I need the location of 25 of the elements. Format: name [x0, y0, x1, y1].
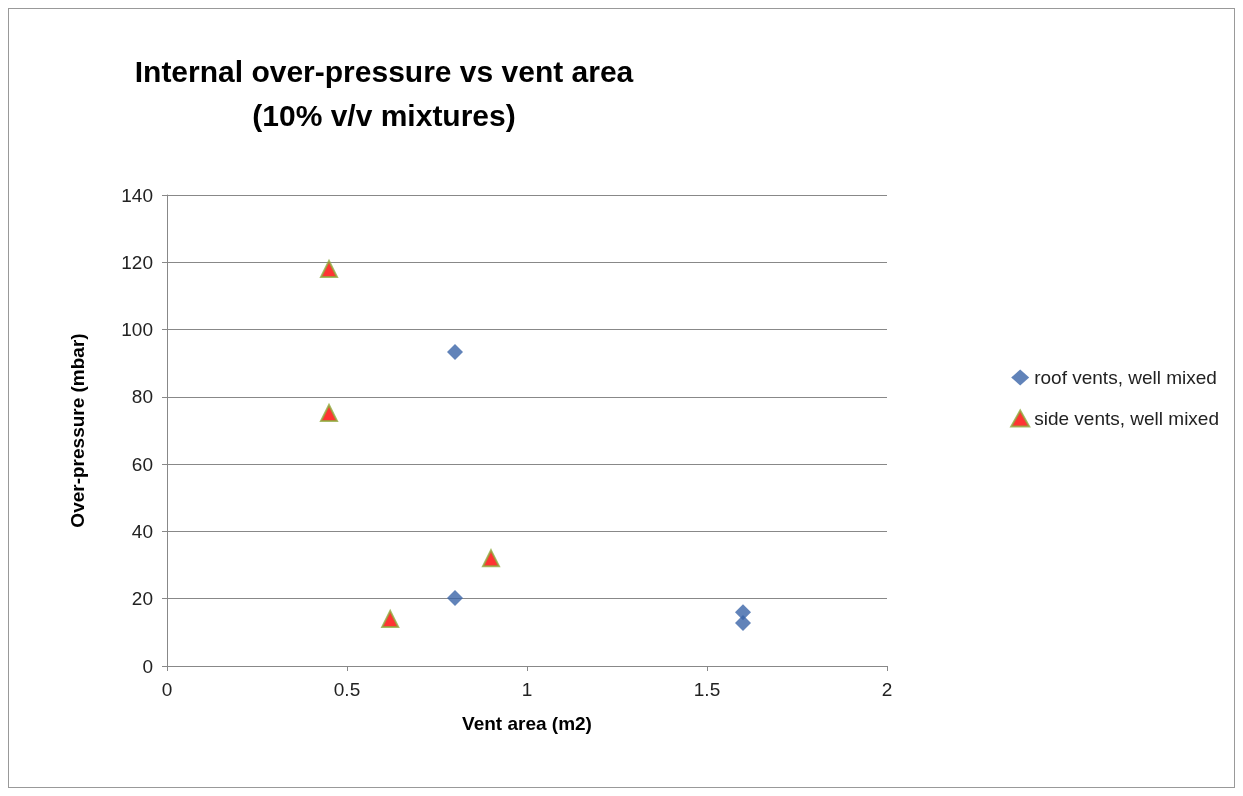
point [381, 609, 400, 628]
y-tick-label: 20 [131, 588, 153, 610]
y-tick-label: 120 [121, 251, 153, 273]
x-tick-label: 2 [881, 679, 893, 700]
y-tick-label: 40 [131, 520, 153, 542]
y-tick-label: 100 [121, 319, 153, 341]
point [735, 614, 751, 631]
y-tick-label: 0 [142, 655, 153, 677]
x-tick-label: 0.5 [333, 679, 361, 700]
point [320, 404, 338, 423]
point [320, 260, 338, 279]
x-tick-label: 0 [161, 679, 173, 700]
legend-label: side vents, well mixed [1034, 408, 1219, 429]
y-tick-label: 140 [121, 184, 153, 206]
point [447, 344, 463, 361]
x-axis-title: Vent area (m2) [462, 713, 592, 734]
x-tick-label: 1 [521, 679, 533, 700]
x-tick-label: 1.5 [693, 679, 721, 700]
point [482, 549, 500, 568]
chart-title: Internal over-pressure vs vent area (10% v/v mixtures) [134, 54, 634, 132]
y-axis-title: Over-pressure (mbar) [67, 333, 88, 528]
y-tick-label: 60 [131, 453, 153, 475]
legend-label: roof vents, well mixed [1034, 367, 1217, 388]
point [447, 590, 463, 607]
y-tick-label: 80 [131, 386, 153, 408]
